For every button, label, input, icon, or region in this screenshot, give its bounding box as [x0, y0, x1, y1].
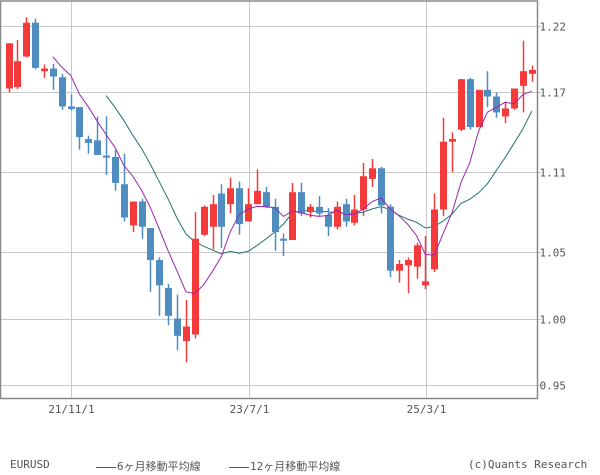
- candle-down: [174, 318, 181, 336]
- candle-down: [156, 260, 163, 286]
- legend-ma12-label: 12ヶ月移動平均線: [250, 460, 341, 473]
- candle-up: [431, 209, 438, 270]
- candle-down: [32, 22, 39, 68]
- candle-down: [112, 156, 119, 183]
- candle-down: [272, 206, 279, 233]
- candle-up: [307, 206, 314, 213]
- candle-down: [165, 287, 172, 316]
- legend-symbol: EURUSD: [10, 458, 50, 471]
- candle-up: [520, 71, 527, 86]
- candle-up: [289, 192, 296, 241]
- candle-down: [103, 155, 110, 158]
- x-tick-label: 23/7/1: [230, 403, 270, 416]
- candle-down: [280, 238, 287, 241]
- ma6-swatch-icon: [96, 466, 116, 468]
- y-tick-label: 1.22: [540, 21, 567, 34]
- candle-up: [440, 141, 447, 210]
- x-axis: 21/11/1 23/7/1 25/3/1: [48, 403, 446, 416]
- candle-down: [139, 201, 146, 227]
- candle-up: [502, 108, 509, 117]
- candlestick-chart: 1.22 1.17 1.11 1.05 1.00 0.95 21/11/1 23/7/1 25…: [0, 0, 567, 416]
- candle-up: [529, 69, 536, 74]
- ma12-swatch-icon: [229, 466, 249, 468]
- copyright: (c)Quants Research: [468, 458, 588, 471]
- candle-down: [50, 68, 57, 77]
- candle-up: [14, 61, 21, 88]
- legend-ma12: 12ヶ月移動平均線: [229, 458, 340, 474]
- candle-down: [121, 184, 128, 218]
- candle-up: [41, 68, 48, 72]
- candle-down: [493, 96, 500, 113]
- y-tick-label: 1.11: [540, 167, 567, 180]
- candle-up: [183, 326, 190, 342]
- grid-lines: [0, 1, 542, 399]
- y-tick-label: 1.05: [540, 247, 567, 260]
- x-tick-label: 25/3/1: [407, 403, 447, 416]
- candle-up: [254, 190, 261, 205]
- legend-ma6: 6ヶ月移動平均線: [96, 458, 201, 474]
- candle-down: [76, 107, 83, 138]
- candle-down: [85, 139, 92, 144]
- y-tick-label: 1.17: [540, 87, 567, 100]
- candle-up: [458, 79, 465, 130]
- candle-up: [23, 22, 30, 57]
- candle-up: [476, 89, 483, 128]
- candle-down: [59, 77, 66, 107]
- candle-up: [210, 204, 217, 227]
- candle-up: [351, 209, 358, 223]
- candle-down: [484, 89, 491, 97]
- candle-up: [414, 245, 421, 267]
- candle-up: [422, 281, 429, 286]
- candle-down: [68, 106, 75, 110]
- candle-up: [6, 43, 13, 89]
- candle-up: [201, 206, 208, 235]
- candle-down: [316, 206, 323, 214]
- y-axis: 1.22 1.17 1.11 1.05 1.00 0.95: [540, 21, 567, 393]
- candle-up: [396, 263, 403, 271]
- candle-down: [263, 192, 270, 207]
- candle-up: [245, 204, 252, 222]
- plot-frame: [0, 0, 539, 400]
- x-tick-label: 21/11/1: [48, 403, 94, 416]
- candle-down: [467, 79, 474, 128]
- candle-down: [218, 193, 225, 227]
- candle-down: [236, 188, 243, 225]
- candle-up: [227, 188, 234, 205]
- candle-up: [360, 176, 367, 210]
- ma6-line: [52, 56, 532, 295]
- candle-down: [325, 214, 332, 227]
- candles: [6, 17, 536, 363]
- candle-down: [387, 206, 394, 271]
- legend-ma6-label: 6ヶ月移動平均線: [117, 460, 201, 473]
- candle-down: [94, 140, 101, 155]
- candle-up: [192, 238, 199, 335]
- y-tick-label: 1.00: [540, 314, 567, 327]
- candle-up: [511, 88, 518, 109]
- candle-up: [449, 139, 456, 142]
- candle-down: [298, 192, 305, 214]
- candle-down: [343, 204, 350, 222]
- y-tick-label: 0.95: [540, 380, 567, 393]
- candle-up: [334, 206, 341, 227]
- candle-up: [405, 260, 412, 266]
- candle-up: [130, 201, 137, 226]
- candle-up: [369, 168, 376, 179]
- candle-down: [378, 168, 385, 206]
- candle-down: [147, 228, 154, 261]
